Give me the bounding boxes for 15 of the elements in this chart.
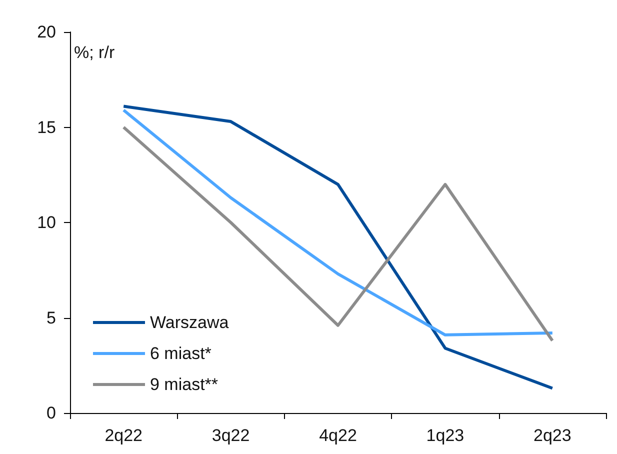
- y-tick-label: 15: [37, 118, 56, 137]
- x-tick-label: 4q22: [319, 426, 357, 445]
- legend-label: 9 miast**: [150, 375, 218, 394]
- x-tick-label: 2q22: [104, 426, 143, 445]
- line-series: [122, 104, 554, 390]
- y-tick-label: 5: [46, 308, 56, 328]
- x-tick-label: 3q22: [212, 426, 250, 445]
- y-tick-label: 20: [37, 22, 56, 42]
- legend-label: 6 miast*: [150, 344, 212, 363]
- y-tick-label: 0: [46, 404, 56, 422]
- x-tick-label: 2q23: [533, 426, 572, 445]
- y-axis-title: %; r/r: [74, 43, 115, 62]
- y-tick-label: 10: [37, 213, 56, 232]
- legend-label: Warszawa: [150, 313, 230, 332]
- x-tick-label: 1q23: [426, 426, 464, 445]
